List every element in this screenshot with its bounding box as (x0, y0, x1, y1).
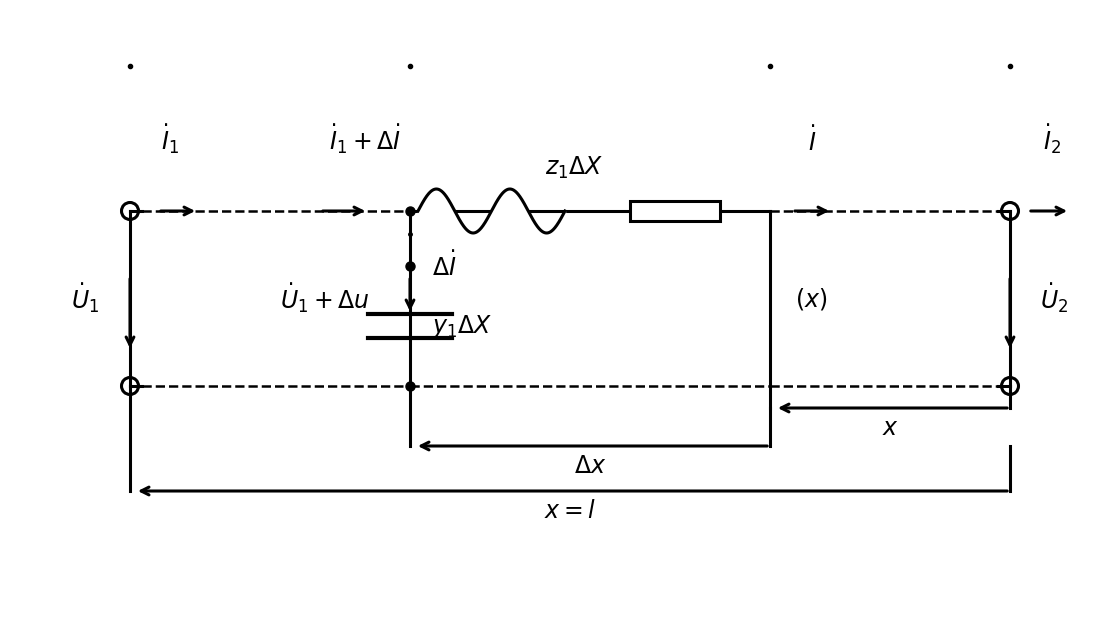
Text: $x$: $x$ (881, 416, 898, 440)
Text: $y_1\Delta X$: $y_1\Delta X$ (432, 313, 492, 340)
Text: $\dot{I}_1$: $\dot{I}_1$ (161, 122, 179, 156)
Text: $(x)$: $(x)$ (795, 285, 827, 312)
Text: $z_1\Delta X$: $z_1\Delta X$ (545, 154, 603, 181)
Text: $\dot{I}$: $\dot{I}$ (807, 126, 816, 156)
Text: $\dot{U}_2$: $\dot{U}_2$ (1040, 281, 1068, 315)
Text: $\Delta \dot{I}$: $\Delta \dot{I}$ (432, 251, 457, 281)
Text: $\dot{I}_2$: $\dot{I}_2$ (1043, 122, 1061, 156)
Text: $\Delta x$: $\Delta x$ (574, 454, 606, 478)
Bar (630, 201, 720, 221)
Text: $\dot{I}_1+\Delta \dot{I}$: $\dot{I}_1+\Delta \dot{I}$ (330, 122, 401, 156)
Text: $\dot{U}_1$: $\dot{U}_1$ (71, 281, 100, 315)
Text: $\dot{U}_1+\Delta u$: $\dot{U}_1+\Delta u$ (280, 281, 369, 315)
Text: $x=l$: $x=l$ (544, 499, 596, 523)
